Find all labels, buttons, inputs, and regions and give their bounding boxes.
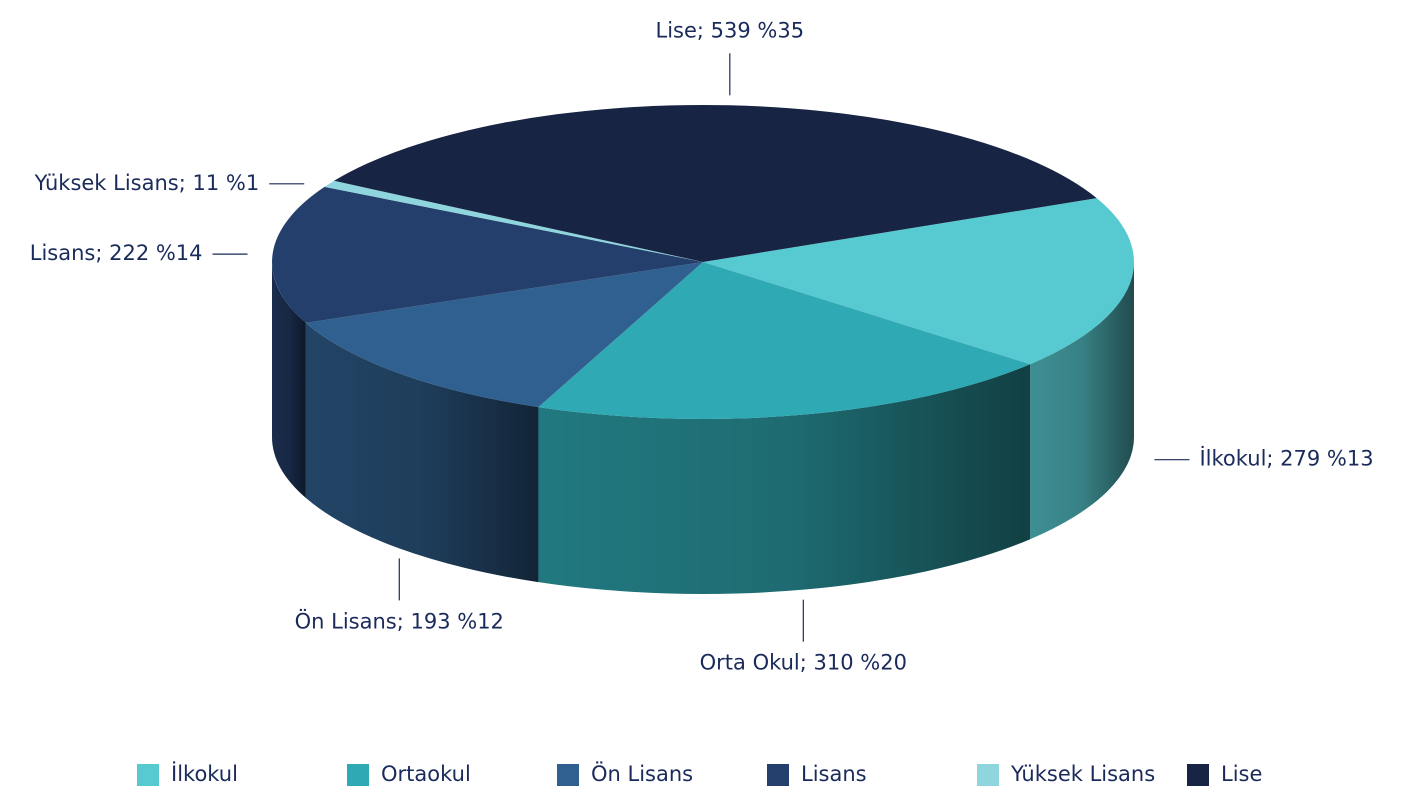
legend-label: Lise: [1221, 762, 1262, 786]
data-label: Yüksek Lisans; 11 %1: [34, 171, 260, 195]
legend-swatch: [557, 764, 579, 786]
data-label: Lise; 539 %35: [656, 18, 805, 42]
legend-label: Lisans: [801, 762, 867, 786]
slice: [324, 180, 703, 262]
slice: [703, 198, 1134, 365]
data-label: Ön Lisans; 193 %12: [295, 608, 504, 633]
side-shade: [1030, 262, 1134, 540]
slice: [305, 262, 703, 408]
legend-swatch: [767, 764, 789, 786]
legend-label: İlkokul: [171, 761, 238, 786]
slice: [272, 186, 703, 323]
side-shade: [272, 262, 306, 498]
data-label: İlkokul; 279 %13: [1199, 446, 1373, 471]
legend-swatch: [137, 764, 159, 786]
side-shade: [305, 322, 539, 583]
legend-label: Ön Lisans: [591, 761, 693, 786]
legend-swatch: [977, 764, 999, 786]
legend-label: Ortaokul: [381, 762, 471, 786]
legend-swatch: [347, 764, 369, 786]
side-shade: [538, 364, 1031, 594]
data-label: Lisans; 222 %14: [30, 241, 203, 265]
slice: [538, 262, 1031, 419]
slice: [334, 104, 1097, 262]
legend-label: Yüksek Lisans: [1010, 762, 1155, 786]
legend-swatch: [1187, 764, 1209, 786]
data-label: Orta Okul; 310 %20: [700, 651, 907, 675]
